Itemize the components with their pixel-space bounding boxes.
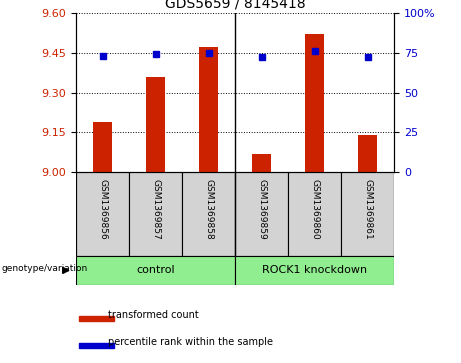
- Text: GSM1369861: GSM1369861: [363, 179, 372, 240]
- Text: GSM1369856: GSM1369856: [98, 179, 107, 240]
- Bar: [199, 47, 218, 172]
- Text: GSM1369860: GSM1369860: [310, 179, 319, 240]
- Text: transformed count: transformed count: [108, 310, 199, 320]
- Bar: [358, 135, 377, 172]
- Bar: [235, 256, 394, 285]
- Text: GSM1369857: GSM1369857: [151, 179, 160, 240]
- Bar: [79, 316, 114, 321]
- Bar: [341, 172, 394, 256]
- Bar: [93, 122, 112, 172]
- Bar: [129, 172, 182, 256]
- Text: GSM1369858: GSM1369858: [204, 179, 213, 240]
- Bar: [252, 154, 271, 172]
- Title: GDS5659 / 8145418: GDS5659 / 8145418: [165, 0, 306, 10]
- Text: control: control: [136, 265, 175, 276]
- Bar: [288, 172, 341, 256]
- Bar: [76, 256, 235, 285]
- Bar: [146, 77, 165, 172]
- Bar: [305, 34, 324, 172]
- Text: genotype/variation: genotype/variation: [1, 265, 88, 273]
- Text: ROCK1 knockdown: ROCK1 knockdown: [262, 265, 367, 276]
- Bar: [79, 343, 114, 348]
- Bar: [235, 172, 288, 256]
- Bar: [182, 172, 235, 256]
- Text: GSM1369859: GSM1369859: [257, 179, 266, 240]
- Text: percentile rank within the sample: percentile rank within the sample: [108, 337, 273, 347]
- Bar: [76, 172, 129, 256]
